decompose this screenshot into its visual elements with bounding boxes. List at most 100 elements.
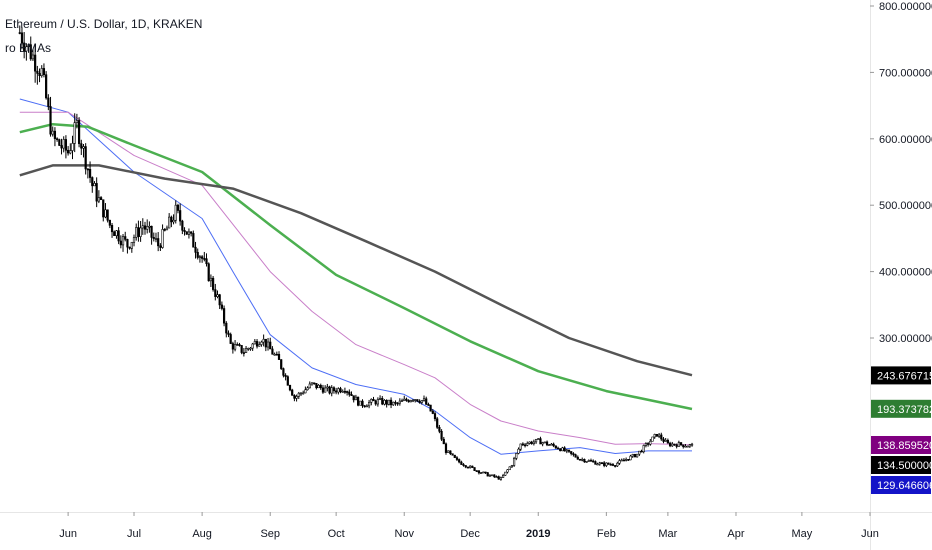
y-tick-label: 400.00000000 [879, 267, 932, 279]
x-tick-label: May [792, 528, 813, 540]
candle-body [383, 400, 386, 405]
candle-body [517, 448, 520, 454]
candle-body [260, 341, 263, 345]
ema-line-4 [19, 164, 693, 377]
candle-body [71, 143, 74, 151]
candle-body [291, 389, 294, 396]
candle-body [666, 439, 669, 444]
candle-body [148, 225, 151, 228]
candle-body [80, 143, 83, 149]
candle-body [330, 387, 333, 394]
candle-body [45, 74, 48, 99]
candle-body [310, 382, 314, 385]
x-tick-label: Aug [192, 528, 212, 540]
candle-body [649, 440, 652, 445]
candle-body [150, 225, 153, 238]
candle-body [607, 462, 610, 465]
price-label: 129.64660650 [877, 480, 932, 492]
ema-line-1 [19, 98, 692, 455]
chart-title: Ethereum / U.S. Dollar, 1D, KRAKEN [5, 17, 203, 31]
candle-body [396, 402, 399, 405]
candle-body [69, 150, 72, 154]
candle-body [242, 352, 245, 354]
candle-body [106, 209, 109, 221]
candle-body [207, 263, 210, 282]
price-label-bg [871, 366, 931, 385]
candle-body [521, 443, 524, 446]
candle-body [56, 138, 59, 140]
candle-body [660, 434, 663, 440]
candle-body [104, 209, 107, 218]
candle-body [596, 463, 599, 466]
candle-body [662, 438, 665, 442]
candle-body [20, 32, 24, 44]
candle-body [673, 443, 676, 446]
indicator-label[interactable]: ro EMAs [5, 41, 52, 55]
candle-body [400, 400, 404, 402]
candle-body [49, 106, 52, 135]
candle-body [447, 450, 450, 453]
candle-body [209, 277, 213, 282]
candle-body [273, 353, 276, 356]
candle-body [365, 405, 368, 408]
candle-body [159, 245, 162, 248]
candle-body [218, 294, 221, 306]
candle-body [62, 139, 65, 149]
candle-body [657, 434, 661, 437]
candle-body [642, 445, 645, 453]
candle-body [609, 464, 612, 466]
candle-body [317, 384, 320, 389]
x-tick-label: Nov [394, 528, 414, 540]
candle-body [425, 398, 428, 405]
candle-body [154, 238, 158, 240]
candle-body [627, 459, 630, 461]
candle-body [354, 396, 358, 401]
candle-body [526, 443, 529, 446]
ema-line-2 [19, 111, 693, 446]
candle-body [47, 97, 50, 107]
candle-body [589, 460, 593, 462]
candle-body [229, 334, 232, 344]
candle-body [67, 149, 70, 154]
candle-body [170, 216, 173, 223]
candle-body [163, 229, 166, 231]
candle-body [442, 438, 445, 445]
candle-body [594, 461, 597, 465]
candle-body [497, 476, 500, 480]
candle-body [552, 443, 555, 447]
candle-body [537, 438, 540, 440]
candle-body [258, 344, 261, 347]
candle-body [119, 240, 122, 246]
candle-body [510, 465, 513, 468]
x-tick-label: Oct [328, 528, 345, 540]
price-label-bg [871, 455, 931, 474]
candle-body [647, 443, 650, 445]
candle-body [499, 477, 503, 480]
candle-body [616, 462, 619, 467]
candle-body [361, 400, 364, 407]
candle-body [124, 236, 127, 240]
candle-body [196, 252, 199, 258]
candle-body [91, 177, 94, 187]
candle-body [545, 441, 549, 446]
candle-body [367, 402, 371, 407]
candle-body [585, 461, 588, 463]
candle-body [633, 454, 637, 458]
candle-body [139, 227, 142, 237]
candle-body [42, 68, 46, 76]
candle-body [572, 453, 575, 456]
candle-body [440, 431, 443, 440]
x-tick-label: Jul [127, 528, 141, 540]
candle-body [168, 216, 171, 229]
candle-body [115, 230, 118, 236]
candle-body [475, 470, 478, 472]
candle-body [394, 401, 397, 404]
candle-body [161, 229, 164, 248]
candle-body [686, 445, 689, 448]
x-tick-label: Jun [861, 528, 879, 540]
candle-body [304, 389, 307, 394]
candle-body [477, 470, 481, 474]
candle-body [409, 400, 412, 403]
